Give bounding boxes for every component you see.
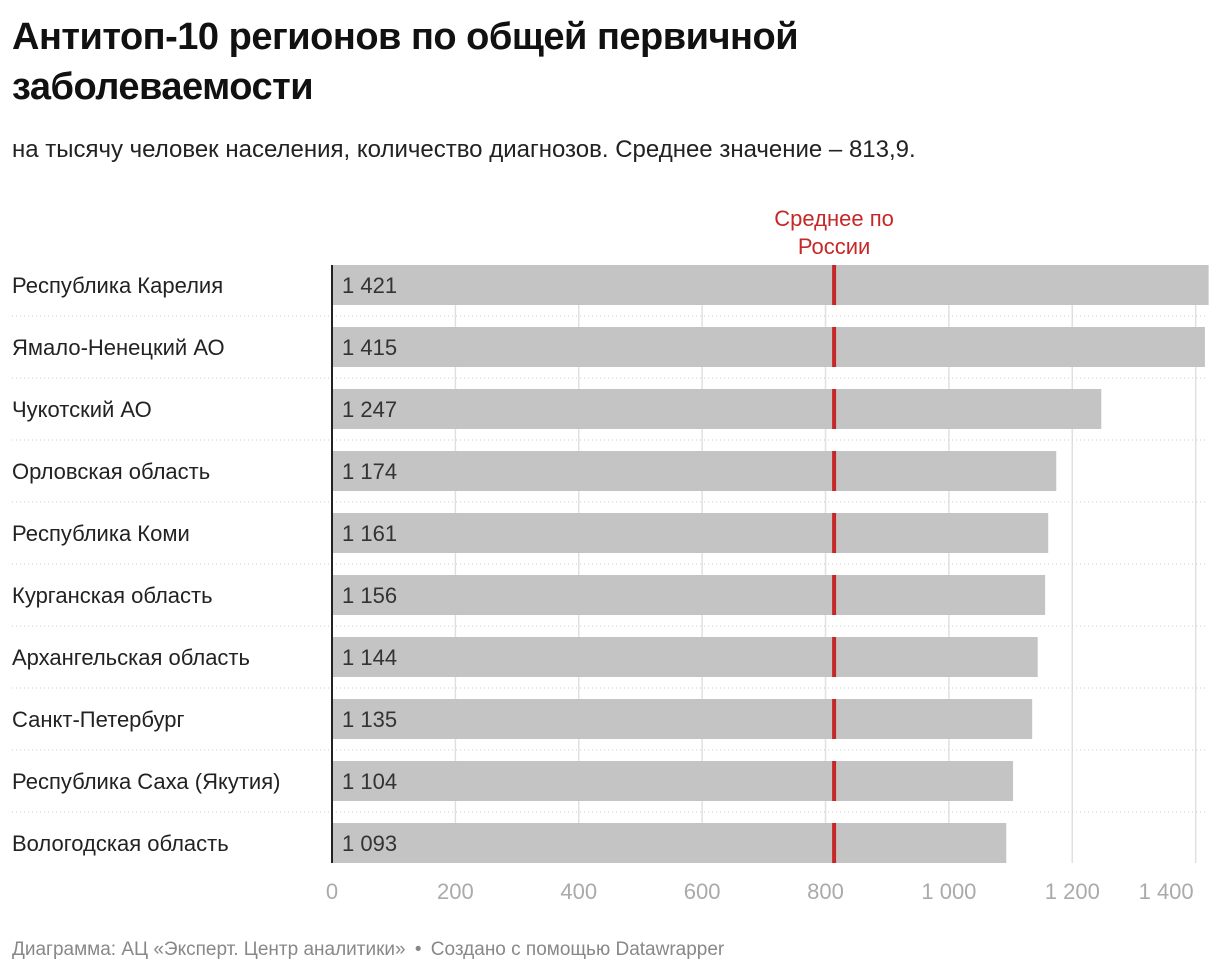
x-tick-label: 600 xyxy=(684,879,721,904)
x-tick-label: 1 400 xyxy=(1139,879,1194,904)
reference-line-label: России xyxy=(798,234,871,259)
category-label: Республика Саха (Якутия) xyxy=(12,769,280,794)
bar xyxy=(332,327,1205,367)
chart-footer: Диаграмма: АЦ «Эксперт. Центр аналитики»… xyxy=(12,938,724,962)
bar xyxy=(332,637,1038,677)
category-label: Курганская область xyxy=(12,583,213,608)
category-label: Республика Коми xyxy=(12,521,190,546)
category-label: Ямало-Ненецкий АО xyxy=(12,335,225,360)
category-label: Вологодская область xyxy=(12,831,229,856)
footer-separator: • xyxy=(414,939,422,960)
category-label: Архангельская область xyxy=(12,645,250,670)
bar xyxy=(332,823,1007,863)
bar-value-label: 1 421 xyxy=(342,273,397,298)
bar-value-label: 1 093 xyxy=(342,831,397,856)
bar xyxy=(332,451,1057,491)
bar-value-label: 1 161 xyxy=(342,521,397,546)
bar-value-label: 1 247 xyxy=(342,397,397,422)
bar-value-label: 1 415 xyxy=(342,335,397,360)
bar-value-label: 1 174 xyxy=(342,459,397,484)
bar xyxy=(332,575,1046,615)
bar-value-label: 1 135 xyxy=(342,707,397,732)
x-tick-label: 200 xyxy=(437,879,474,904)
bar xyxy=(332,761,1014,801)
category-label: Санкт-Петербург xyxy=(12,707,185,732)
bar-value-label: 1 156 xyxy=(342,583,397,608)
category-label: Орловская область xyxy=(12,459,210,484)
x-tick-label: 1 200 xyxy=(1045,879,1100,904)
reference-line-label: Среднее по xyxy=(774,206,894,231)
chart-title: Антитоп-10 регионов по общей первичной з… xyxy=(12,16,799,108)
bar-value-label: 1 104 xyxy=(342,769,397,794)
bar-value-label: 1 144 xyxy=(342,645,397,670)
bar xyxy=(332,265,1209,305)
bar xyxy=(332,389,1102,429)
category-label: Республика Карелия xyxy=(12,273,223,298)
x-tick-label: 800 xyxy=(807,879,844,904)
x-tick-label: 400 xyxy=(560,879,597,904)
x-tick-label: 1 000 xyxy=(921,879,976,904)
chart-subtitle: на тысячу человек населения, количество … xyxy=(12,136,916,163)
datawrapper-credit-link[interactable]: Создано с помощью Datawrapper xyxy=(430,939,725,960)
category-label: Чукотский АО xyxy=(12,397,152,422)
footer-source: Диаграмма: АЦ «Эксперт. Центр аналитики» xyxy=(12,939,406,960)
x-tick-label: 0 xyxy=(326,879,338,904)
bar-chart: 1 421 Республика Карелия 1 415 Ямало-Ненецк… xyxy=(12,206,1209,904)
bar xyxy=(332,513,1049,553)
bar xyxy=(332,699,1033,739)
